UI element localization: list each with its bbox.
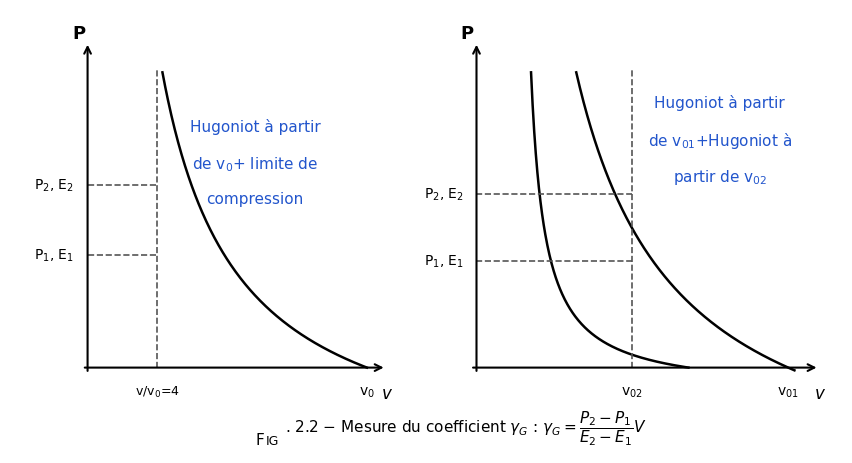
Text: compression: compression xyxy=(206,192,304,206)
Text: P$_2$, E$_2$: P$_2$, E$_2$ xyxy=(33,177,73,194)
Text: P$_1$, E$_1$: P$_1$, E$_1$ xyxy=(33,247,73,263)
Text: v$_{02}$: v$_{02}$ xyxy=(621,384,643,399)
Text: IG: IG xyxy=(266,434,279,447)
Text: v: v xyxy=(815,384,825,402)
Text: Hugoniot à partir: Hugoniot à partir xyxy=(654,94,785,110)
Text: v/v$_0$=4: v/v$_0$=4 xyxy=(135,384,180,400)
Text: P: P xyxy=(72,25,86,43)
Text: . 2.2 $-$ Mesure du coefficient $\gamma_G$ : $\gamma_G = \dfrac{P_2-P_1}{E_2-E_1: . 2.2 $-$ Mesure du coefficient $\gamma_… xyxy=(285,409,648,447)
Text: P$_1$, E$_1$: P$_1$, E$_1$ xyxy=(424,253,464,269)
Text: partir de v$_{02}$: partir de v$_{02}$ xyxy=(672,167,767,186)
Text: v: v xyxy=(382,384,391,402)
Text: Hugoniot à partir: Hugoniot à partir xyxy=(190,119,320,135)
Text: v$_{01}$: v$_{01}$ xyxy=(777,384,799,399)
Text: de v$_{01}$+Hugoniot à: de v$_{01}$+Hugoniot à xyxy=(648,131,792,151)
Text: de v$_0$+ limite de: de v$_0$+ limite de xyxy=(193,155,318,174)
Text: P$_2$, E$_2$: P$_2$, E$_2$ xyxy=(424,187,464,203)
Text: v$_0$: v$_0$ xyxy=(359,384,375,399)
Text: F: F xyxy=(256,432,264,447)
Text: P: P xyxy=(461,25,474,43)
